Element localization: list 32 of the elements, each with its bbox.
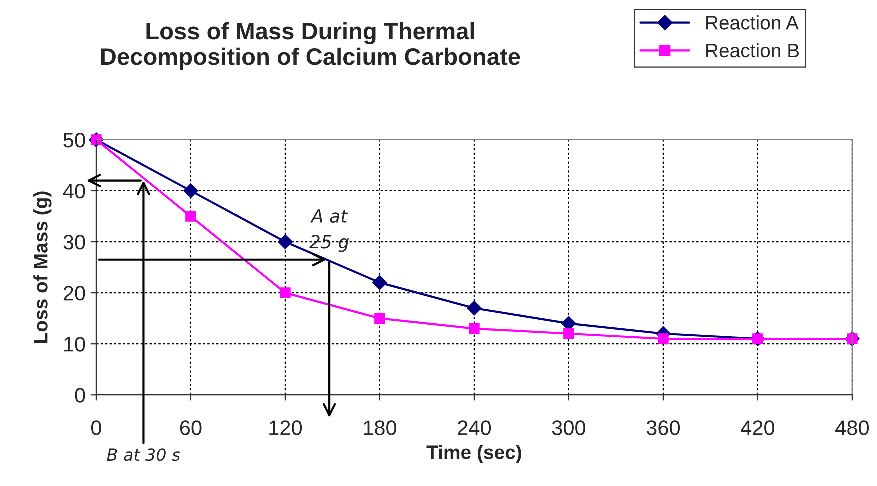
x-tick-label: 0 [91, 420, 102, 436]
legend-label: Reaction A [706, 16, 799, 30]
point [469, 323, 480, 334]
point [374, 313, 386, 324]
x-tick-label: 180 [364, 420, 397, 436]
point [564, 328, 574, 340]
point [467, 300, 482, 316]
x-tick-label: 240 [458, 420, 492, 436]
chart-title: Loss of Mass During Thermal Decomposition of Calcium Carbonate [101, 22, 520, 70]
point [184, 184, 198, 198]
y-axis-title: Loss of Mass (g) [34, 192, 52, 343]
x-tick-label: 360 [646, 420, 680, 436]
y-tick-label: 30 [64, 235, 86, 250]
y-tick-label: 20 [64, 286, 86, 301]
x-tick-label: 60 [180, 420, 202, 436]
x-axis-title: Time (sec) [426, 445, 522, 464]
y-tick-label: 50 [64, 132, 86, 148]
point [186, 211, 196, 222]
x-tick-label: 480 [836, 420, 870, 436]
y-tick-label: 10 [64, 337, 86, 352]
annotation: A at 25 g [310, 210, 349, 252]
point [280, 288, 291, 298]
point [372, 275, 388, 290]
annotation: B at 30 s [107, 448, 180, 462]
y-tick-label: 40 [63, 184, 86, 199]
point [658, 334, 669, 344]
x-tick-label: 420 [741, 420, 775, 436]
legend-label: Reaction B [706, 43, 800, 58]
x-tick-label: 120 [270, 420, 302, 436]
x-tick-label: 300 [552, 420, 586, 436]
y-tick-label: 0 [75, 388, 86, 403]
point [278, 234, 293, 250]
